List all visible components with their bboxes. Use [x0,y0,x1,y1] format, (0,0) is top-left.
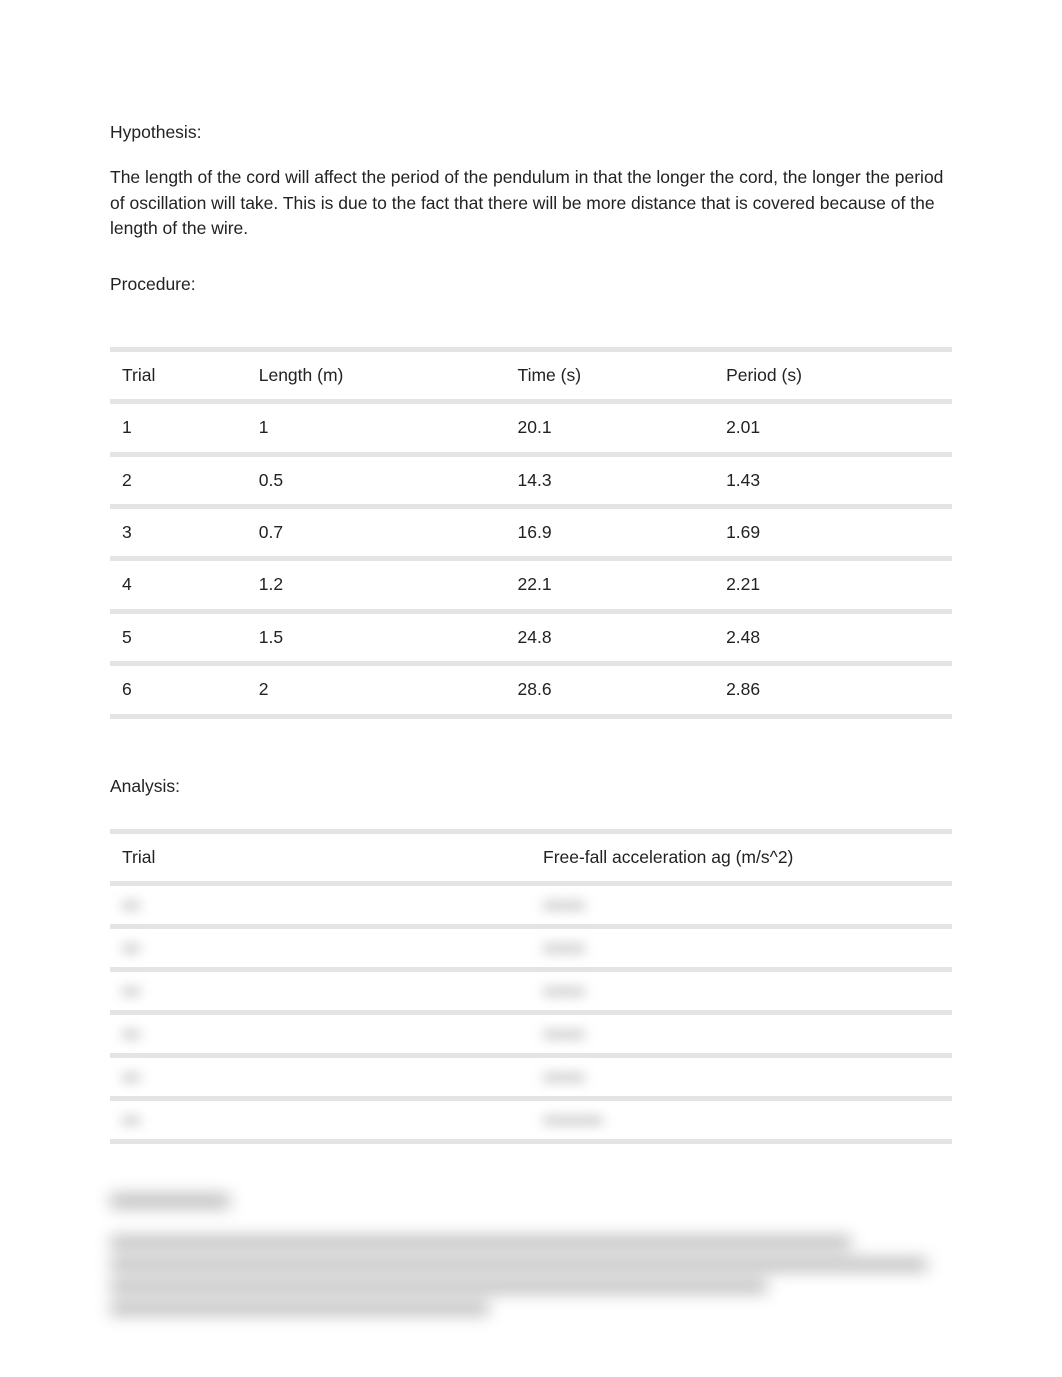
blurred-cell [110,967,531,1010]
blurred-conclusion [110,1194,952,1315]
cell-trial: 5 [110,609,247,661]
table-row [110,1010,952,1053]
cell-trial: 3 [110,504,247,556]
cell-length: 1.2 [247,556,506,608]
hypothesis-heading: Hypothesis: [110,120,952,145]
analysis-heading: Analysis: [110,774,952,799]
cell-length: 0.5 [247,452,506,504]
col-period: Period (s) [714,347,952,399]
blurred-heading [110,1194,230,1208]
table-header-row: Trial Free-fall acceleration ag (m/s^2) [110,829,952,881]
cell-time: 16.9 [506,504,715,556]
cell-period: 1.69 [714,504,952,556]
col-trial: Trial [110,347,247,399]
col-time: Time (s) [506,347,715,399]
blurred-cell [531,1053,952,1096]
cell-time: 28.6 [506,661,715,718]
blurred-cell [110,881,531,924]
blurred-cell [531,881,952,924]
cell-time: 20.1 [506,399,715,451]
table-row [110,881,952,924]
procedure-heading: Procedure: [110,272,952,297]
table-row [110,924,952,967]
cell-period: 2.01 [714,399,952,451]
table-row [110,967,952,1010]
blurred-cell [110,1053,531,1096]
table-row: 4 1.2 22.1 2.21 [110,556,952,608]
table-row [110,1096,952,1144]
cell-period: 1.43 [714,452,952,504]
procedure-table: Trial Length (m) Time (s) Period (s) 1 1… [110,347,952,719]
cell-length: 1.5 [247,609,506,661]
blurred-cell [531,1010,952,1053]
blurred-cell [110,1096,531,1144]
cell-period: 2.21 [714,556,952,608]
table-row [110,1053,952,1096]
cell-length: 1 [247,399,506,451]
table-row: 2 0.5 14.3 1.43 [110,452,952,504]
cell-trial: 6 [110,661,247,718]
cell-time: 22.1 [506,556,715,608]
col-trial: Trial [110,829,531,881]
table-row: 5 1.5 24.8 2.48 [110,609,952,661]
cell-trial: 4 [110,556,247,608]
cell-trial: 1 [110,399,247,451]
cell-trial: 2 [110,452,247,504]
table-row: 6 2 28.6 2.86 [110,661,952,718]
analysis-table: Trial Free-fall acceleration ag (m/s^2) [110,829,952,1144]
cell-time: 24.8 [506,609,715,661]
cell-time: 14.3 [506,452,715,504]
blurred-cell [531,967,952,1010]
blurred-line [110,1236,851,1249]
table-header-row: Trial Length (m) Time (s) Period (s) [110,347,952,399]
table-row: 3 0.7 16.9 1.69 [110,504,952,556]
blurred-line [110,1302,489,1315]
cell-length: 0.7 [247,504,506,556]
table-row: 1 1 20.1 2.01 [110,399,952,451]
col-length: Length (m) [247,347,506,399]
blurred-cell [531,1096,952,1144]
blurred-line [110,1280,767,1293]
blurred-cell [110,1010,531,1053]
blurred-cell [110,924,531,967]
cell-period: 2.86 [714,661,952,718]
col-freefall: Free-fall acceleration ag (m/s^2) [531,829,952,881]
cell-period: 2.48 [714,609,952,661]
hypothesis-text: The length of the cord will affect the p… [110,165,952,241]
blurred-line [110,1258,927,1271]
blurred-cell [531,924,952,967]
cell-length: 2 [247,661,506,718]
